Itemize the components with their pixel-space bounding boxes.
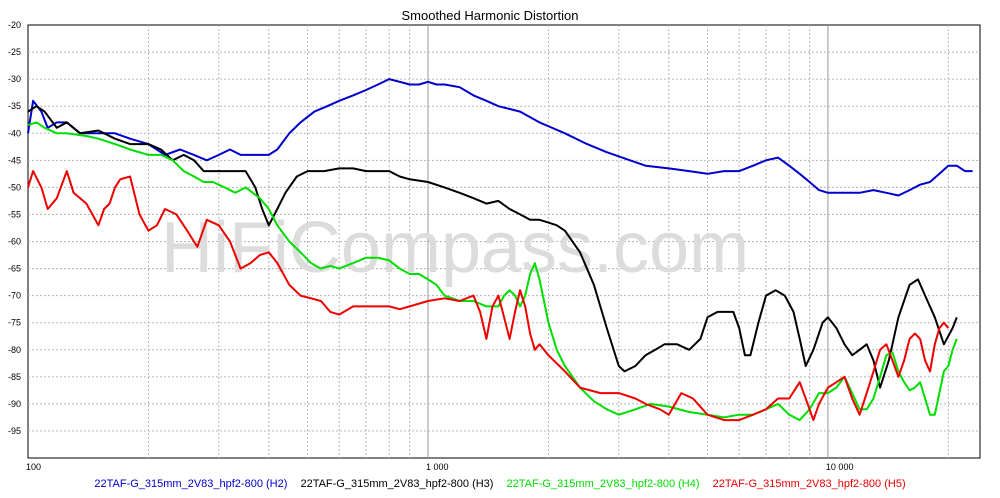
series-group: [27, 78, 973, 422]
series-line-h4: [27, 121, 958, 422]
y-tick-label: -80: [8, 345, 21, 355]
series-line-h2: [27, 78, 973, 197]
legend: 22TAF-G_315mm_2V83_hpf2-800 (H2) 22TAF-G…: [0, 478, 1000, 490]
chart-title: Smoothed Harmonic Distortion: [401, 8, 579, 23]
y-tick-label: -85: [8, 372, 21, 382]
y-tick-label: -45: [8, 155, 21, 165]
y-tick-label: -30: [8, 74, 21, 84]
y-tick-label: -70: [8, 291, 21, 301]
series-line-h5: [27, 170, 950, 422]
y-tick-label: -25: [8, 47, 21, 57]
watermark: HiFiCompass.com: [161, 208, 749, 288]
grid-lines: [28, 25, 980, 458]
y-tick-label: -75: [8, 318, 21, 328]
y-tick-label: -55: [8, 209, 21, 219]
legend-entry-h3: 22TAF-G_315mm_2V83_hpf2-800 (H3): [300, 478, 494, 490]
y-tick-label: -40: [8, 128, 21, 138]
y-tick-label: -20: [8, 20, 21, 30]
legend-entry-h5: 22TAF-G_315mm_2V83_hpf2-800 (H5): [712, 478, 906, 490]
y-tick-label: -50: [8, 182, 21, 192]
x-axis-ticks: 100 1 000 10 000: [26, 462, 853, 472]
y-tick-label: -60: [8, 237, 21, 247]
x-tick-label: 100: [26, 462, 41, 472]
y-axis-ticks: -20 -25 -30 -35 -40 -45 -50 -55 -60 -65 -70 -75 -80 -…: [8, 20, 21, 436]
y-tick-label: -95: [8, 426, 21, 436]
y-tick-label: -90: [8, 399, 21, 409]
x-tick-label: 10 000: [826, 462, 854, 472]
legend-entry-h4: 22TAF-G_315mm_2V83_hpf2-800 (H4): [506, 478, 700, 490]
x-tick-label: 1 000: [426, 462, 449, 472]
legend-entry-h2: 22TAF-G_315mm_2V83_hpf2-800 (H2): [94, 478, 288, 490]
series-line-h3: [27, 105, 958, 389]
y-tick-label: -65: [8, 264, 21, 274]
y-tick-label: -35: [8, 101, 21, 111]
